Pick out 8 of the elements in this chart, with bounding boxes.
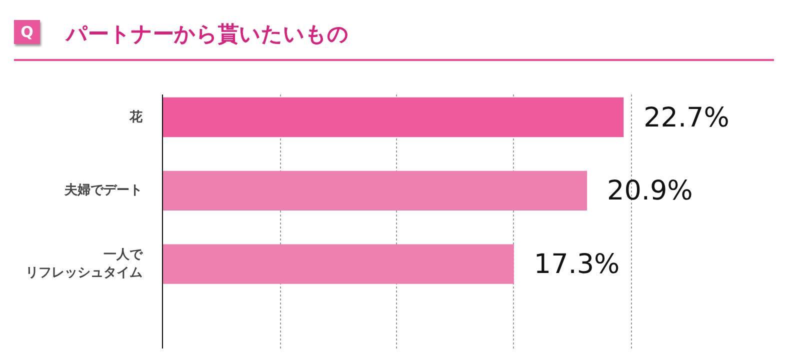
y-tick-label: 花 [128, 110, 144, 125]
text: Q [14, 20, 40, 44]
data-label: 20.9% [607, 176, 693, 207]
y-tick-label: 一人でリフレッシュタイム [26, 248, 144, 281]
data-label: 22.7% [644, 102, 730, 134]
chart-title: パートナーから貰いたいもの [66, 22, 349, 46]
y-tick-label: 夫婦でデート [64, 183, 142, 198]
data-label: 17.3% [534, 249, 620, 280]
